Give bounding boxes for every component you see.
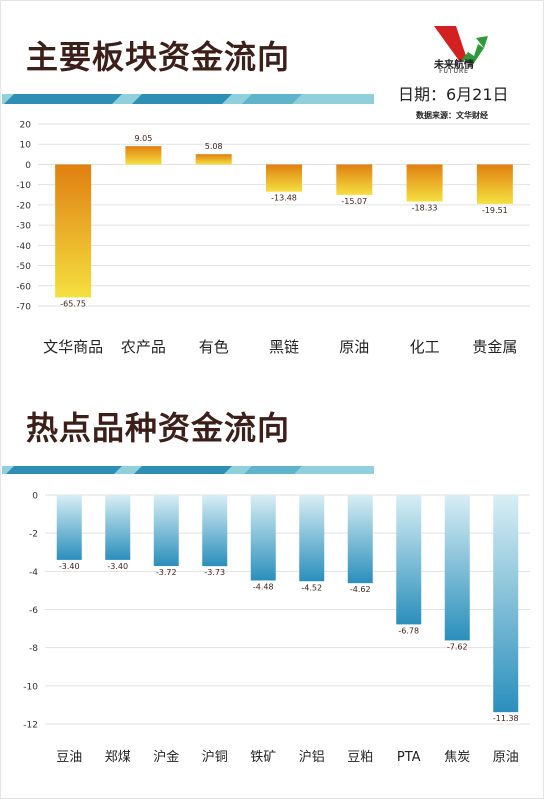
y-tick-label: -12: [23, 721, 38, 731]
y-tick-label: -20: [16, 201, 31, 211]
y-tick-label: -4: [29, 568, 38, 578]
x-category-label: 农产品: [121, 338, 166, 356]
x-category-label: 郑煤: [105, 750, 131, 765]
x-category-label: 贵金属: [472, 338, 517, 356]
x-category-label: 文华商品: [43, 338, 103, 356]
bar: [195, 154, 232, 165]
y-tick-label: -50: [16, 262, 31, 272]
bar: [56, 495, 82, 560]
sector-flow-chart: 20 10 0 -10 -20 -30 -40 -50 -60 -70 -65.75 文华商品 9.05…: [16, 121, 530, 356]
y-tick-label: -30: [16, 222, 31, 232]
bar-value-label: -7.62: [447, 642, 468, 651]
page-title-sector-flow: 主要板块资金流向: [26, 38, 291, 76]
bar-value-label: -18.33: [412, 204, 438, 213]
bar-value-label: -11.38: [493, 714, 519, 723]
bar-value-label: -3.72: [156, 568, 177, 577]
bar-value-label: -4.48: [253, 582, 274, 591]
x-category-label: 沪铝: [299, 749, 325, 765]
y-tick-label: 10: [20, 141, 32, 151]
x-category-label: 豆粕: [347, 750, 373, 765]
y-tick-label: -60: [16, 282, 31, 292]
y-tick-label: -70: [16, 303, 31, 313]
x-category-label: 黑链: [269, 338, 299, 356]
logo-subtext: FUTURE: [439, 68, 469, 75]
bar-value-label: 5.08: [205, 142, 223, 151]
y-tick-label: -8: [29, 644, 38, 654]
bar: [444, 495, 470, 641]
bar-value-label: -15.07: [341, 197, 367, 206]
bar-value-label: -13.48: [271, 194, 297, 203]
bar: [336, 164, 373, 195]
decorative-band-top: [2, 94, 374, 104]
bar: [250, 495, 276, 581]
bar-value-label: -3.40: [107, 562, 128, 571]
bar: [153, 495, 179, 566]
bar: [493, 495, 519, 713]
bar: [406, 164, 443, 202]
bar-value-label: -6.78: [398, 626, 419, 635]
decorative-band-bottom: [2, 466, 374, 474]
bar: [55, 164, 92, 298]
y-tick-label: 0: [25, 161, 31, 171]
data-source-label: 数据来源：文华财经: [416, 111, 488, 120]
x-category-label: 焦炭: [444, 750, 470, 765]
page-title-hot-flow: 热点品种资金流向: [26, 409, 291, 447]
bar-value-label: -19.51: [482, 206, 508, 215]
y-tick-label: -10: [16, 181, 31, 191]
y-tick-label: -6: [29, 606, 38, 616]
x-category-label: 化工: [410, 338, 440, 356]
x-category-label: 原油: [493, 750, 519, 765]
y-tick-label: 0: [32, 492, 38, 502]
hot-flow-chart: 0 -2 -4 -6 -8 -10 -12 -3.40 豆油 -3.40 郑煤 -3.72 沪金 -3.7…: [23, 492, 530, 765]
bar: [476, 164, 513, 204]
y-tick-label: 20: [20, 121, 32, 131]
x-category-label: 豆油: [56, 750, 82, 765]
x-category-label: 有色: [199, 338, 229, 356]
bar: [266, 164, 302, 192]
x-category-label: 原油: [339, 338, 369, 356]
x-category-label: PTA: [397, 750, 421, 765]
bar: [202, 495, 228, 567]
y-tick-label: -2: [29, 530, 38, 540]
bar-value-label: -65.75: [60, 299, 86, 308]
bar-value-label: -4.52: [301, 583, 322, 592]
bar-value-label: -3.73: [204, 568, 225, 577]
x-category-label: 沪金: [153, 749, 179, 765]
logo-text: 未来航情: [434, 60, 474, 71]
bar-value-label: 9.05: [135, 134, 153, 143]
date-label: 日期：6月21日: [398, 85, 509, 104]
logo-icon: [434, 26, 488, 66]
bar: [347, 495, 373, 584]
y-tick-label: -10: [23, 682, 38, 692]
bar-value-label: -4.62: [350, 585, 371, 594]
bar: [125, 146, 162, 165]
bar: [105, 495, 131, 560]
bar: [299, 495, 325, 582]
x-category-label: 铁矿: [250, 750, 276, 765]
bar: [396, 495, 422, 625]
y-tick-label: -40: [16, 242, 31, 252]
bar-value-label: -3.40: [59, 562, 80, 571]
x-category-label: 沪铜: [202, 749, 228, 765]
